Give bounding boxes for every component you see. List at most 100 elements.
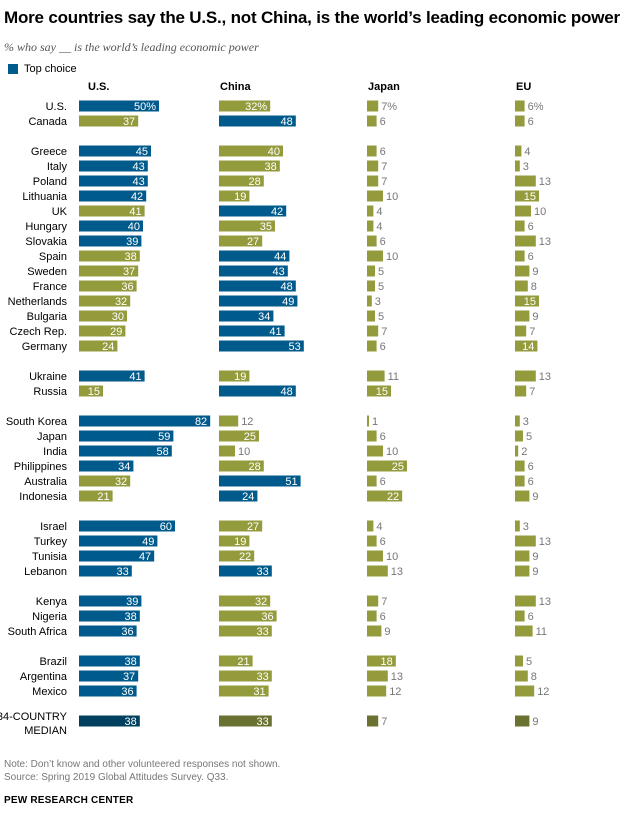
bar-russia-japan — [367, 385, 391, 397]
bar-greece-us — [79, 145, 151, 157]
row-label-hungary: Hungary — [25, 221, 67, 233]
value-label-philippines-eu: 6 — [528, 461, 534, 473]
bar-netherlands-japan — [367, 295, 372, 307]
value-label-turkey-china: 19 — [234, 536, 246, 548]
value-label-poland-us: 43 — [133, 176, 145, 188]
value-label-slovakia-japan: 6 — [380, 236, 386, 248]
bar-india-us — [79, 445, 172, 457]
value-label-indonesia-us: 21 — [97, 491, 109, 503]
row-label-israel: Israel — [40, 521, 67, 533]
bar-argentina-eu — [515, 670, 528, 682]
bar-israel-china — [219, 520, 263, 532]
bar-lithuania-us — [79, 190, 147, 202]
bar-greece-china — [219, 145, 283, 157]
bar-netherlands-us — [79, 295, 131, 307]
row-label-brazil: Brazil — [39, 656, 67, 668]
value-label-indonesia-china: 24 — [242, 491, 254, 503]
value-label-japan-japan: 6 — [380, 431, 386, 443]
bar-tunisia-eu — [515, 550, 530, 562]
bar-japan-us — [79, 430, 174, 442]
value-label-south-africa-us: 36 — [121, 626, 133, 638]
bar-south-africa-eu — [515, 625, 533, 637]
value-label-australia-japan: 6 — [380, 476, 386, 488]
bar-spain-japan — [367, 250, 383, 262]
bar-uk-japan — [367, 205, 374, 217]
bar-australia-china — [219, 475, 301, 487]
value-label-spain-japan: 10 — [386, 251, 398, 263]
bar-turkey-eu — [515, 535, 536, 547]
bar-u-s-china — [219, 100, 271, 112]
value-label-canada-us: 37 — [123, 116, 135, 128]
bar-south-africa-japan — [367, 625, 382, 637]
bar-poland-eu — [515, 175, 536, 187]
bar-south-korea-us — [79, 415, 211, 427]
bar-hungary-us — [79, 220, 143, 232]
bar-russia-eu — [515, 385, 527, 397]
value-label-czech-rep-china: 41 — [269, 326, 281, 338]
value-label-lebanon-eu: 9 — [532, 566, 538, 578]
row-label-czech-rep: Czech Rep. — [10, 326, 67, 338]
bar-israel-japan — [367, 520, 374, 532]
bar-ukraine-japan — [367, 370, 385, 382]
value-label-south-korea-japan: 1 — [372, 416, 378, 428]
value-label-philippines-us: 34 — [118, 461, 130, 473]
value-label-lithuania-china: 19 — [234, 191, 246, 203]
bar-greece-eu — [515, 145, 522, 157]
bar-u-s-japan — [367, 100, 379, 112]
bar-ukraine-china — [219, 370, 250, 382]
value-label-lithuania-us: 42 — [131, 191, 143, 203]
bar-nigeria-us — [79, 610, 140, 622]
value-label-mexico-eu: 12 — [537, 686, 549, 698]
brand-logo-text: PEW RESEARCH CENTER — [4, 795, 134, 806]
value-label-34-country-median-china: 33 — [257, 716, 269, 728]
bar-south-korea-eu — [515, 415, 520, 427]
value-label-poland-china: 28 — [249, 176, 261, 188]
value-label-34-country-median-eu: 9 — [532, 716, 538, 728]
bar-spain-us — [79, 250, 140, 262]
value-label-brazil-eu: 5 — [526, 656, 532, 668]
bar-spain-china — [219, 250, 290, 262]
value-label-ukraine-japan: 11 — [388, 371, 399, 383]
bar-u-s-eu — [515, 100, 525, 112]
value-label-russia-us: 15 — [88, 386, 100, 398]
bar-israel-eu — [515, 520, 520, 532]
bar-germany-japan — [367, 340, 377, 352]
row-label-italy: Italy — [47, 161, 68, 173]
bar-lebanon-china — [219, 565, 272, 577]
value-label-uk-china: 42 — [271, 206, 283, 218]
bar-mexico-china — [219, 685, 269, 697]
bar-lithuania-china — [219, 190, 250, 202]
value-label-hungary-japan: 4 — [376, 221, 382, 233]
value-label-india-eu: 2 — [521, 446, 527, 458]
value-label-france-china: 48 — [281, 281, 293, 293]
bar-spain-eu — [515, 250, 525, 262]
bar-sweden-us — [79, 265, 139, 277]
bar-philippines-us — [79, 460, 134, 472]
value-label-lebanon-china: 33 — [257, 566, 269, 578]
bar-czech-rep-china — [219, 325, 285, 337]
value-label-philippines-china: 28 — [249, 461, 261, 473]
value-label-sweden-china: 43 — [273, 266, 285, 278]
row-label-india: India — [43, 446, 68, 458]
value-label-lithuania-japan: 10 — [386, 191, 398, 203]
legend-swatch-top-choice — [8, 64, 18, 74]
row-label-netherlands: Netherlands — [8, 296, 68, 308]
value-label-greece-japan: 6 — [380, 146, 386, 158]
bar-turkey-us — [79, 535, 158, 547]
value-label-ukraine-us: 41 — [129, 371, 141, 383]
row-label-australia: Australia — [24, 476, 68, 488]
bar-hungary-china — [219, 220, 275, 232]
bar-brazil-china — [219, 655, 253, 667]
value-label-germany-china: 53 — [289, 341, 301, 353]
bar-france-us — [79, 280, 137, 292]
value-label-russia-china: 48 — [281, 386, 293, 398]
value-label-brazil-china: 21 — [237, 656, 249, 668]
bar-argentina-china — [219, 670, 272, 682]
bar-indonesia-eu — [515, 490, 530, 502]
bar-indonesia-china — [219, 490, 258, 502]
bar-netherlands-eu — [515, 295, 539, 307]
value-label-mexico-japan: 12 — [389, 686, 401, 698]
value-label-hungary-china: 35 — [260, 221, 272, 233]
value-label-italy-japan: 7 — [381, 161, 387, 173]
bar-lithuania-japan — [367, 190, 383, 202]
